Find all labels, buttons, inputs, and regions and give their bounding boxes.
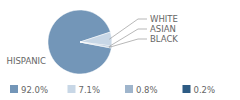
legend-swatch xyxy=(10,85,18,93)
legend-label: 7.1% xyxy=(79,85,101,95)
legend-swatch xyxy=(125,85,133,93)
legend: 92.0% 7.1% 0.8% 0.2% xyxy=(10,85,215,95)
slice-label: BLACK xyxy=(150,34,178,44)
legend-label: 92.0% xyxy=(21,85,48,95)
legend-label: 0.2% xyxy=(194,85,216,95)
pie-slice xyxy=(80,42,111,48)
pie-slice xyxy=(80,42,112,48)
legend-swatch xyxy=(68,85,76,93)
slice-label: HISPANIC xyxy=(7,56,47,66)
leader-line xyxy=(109,39,147,47)
chart: HISPANIC WHITEASIANBLACK 92.0% 7.1% 0.8% 0.2% xyxy=(0,0,240,100)
pie-slice xyxy=(48,10,111,74)
legend-swatch xyxy=(183,85,191,93)
slice-label: WHITE xyxy=(150,14,178,24)
legend-label: 0.8% xyxy=(136,85,158,95)
slice-label: ASIAN xyxy=(150,24,176,34)
pie xyxy=(48,10,112,74)
leader-line xyxy=(109,29,147,47)
